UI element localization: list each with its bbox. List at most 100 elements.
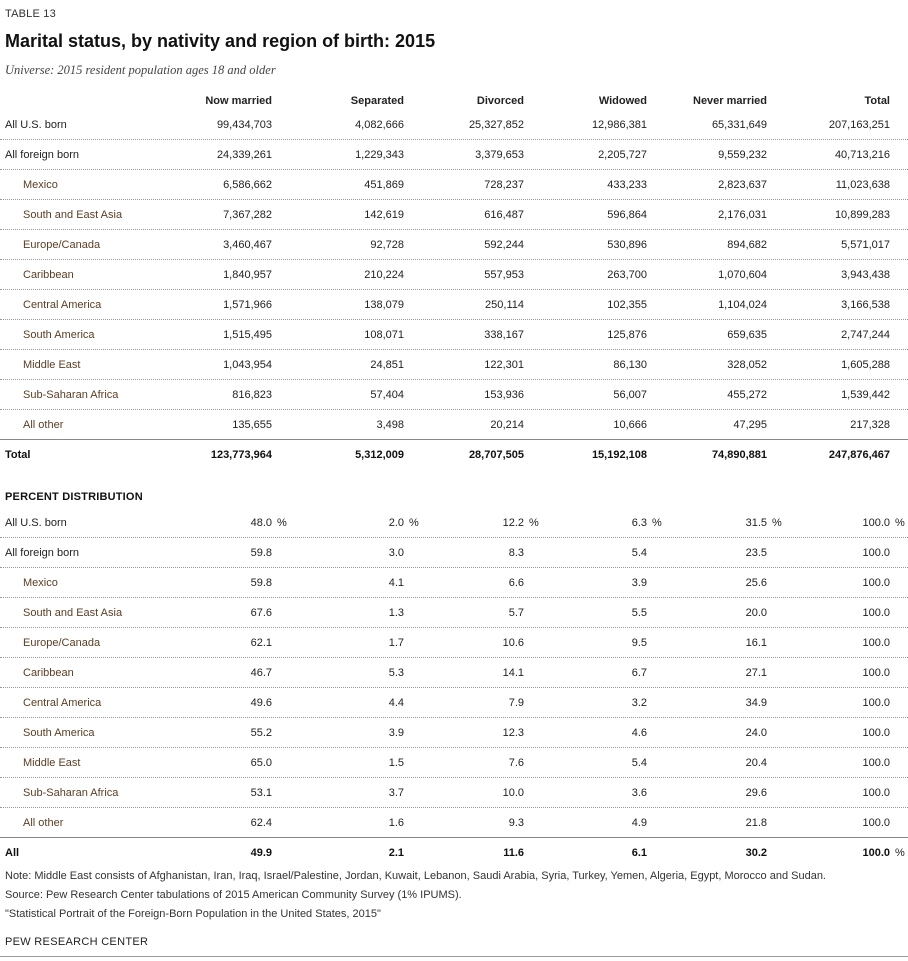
row-label: Caribbean <box>23 269 74 281</box>
cell-total: 5,571,017 <box>841 239 890 251</box>
cell-separated: 4.4 <box>388 697 404 709</box>
table-row: Total 123,773,964 5,312,009 28,707,505 15,19… <box>0 440 908 470</box>
cell-never-married: 20.0 <box>745 607 767 619</box>
table-row: Central America 49.6 4.4 7.9 3.2 34.9 100.0 <box>0 688 908 718</box>
cell-divorced: 153,936 <box>484 389 524 401</box>
cell-total: 10,899,283 <box>834 209 890 221</box>
table-row: Middle East 65.0 1.5 7.6 5.4 20.4 100.0 <box>0 748 908 778</box>
cell-divorced: 728,237 <box>484 179 524 191</box>
table-row: Central America 1,571,966 138,079 250,114 10… <box>0 290 908 320</box>
cell-widowed: 125,876 <box>607 329 647 341</box>
cell-never-married: 47,295 <box>733 419 767 431</box>
cell-never-married: 27.1 <box>745 667 767 679</box>
cell-never-married: 34.9 <box>745 697 767 709</box>
cell-total: 100.0 <box>862 637 890 649</box>
cell-total: 217,328 <box>850 419 890 431</box>
cell-separated: 2.1 <box>388 847 404 859</box>
cell-total: 100.0 <box>862 607 890 619</box>
table-row: Mexico 59.8 4.1 6.6 3.9 25.6 100.0 <box>0 568 908 598</box>
cell-total: 3,166,538 <box>841 299 890 311</box>
cell-never-married: 659,635 <box>727 329 767 341</box>
cell-never-married: 24.0 <box>745 727 767 739</box>
table-row: Sub-Saharan Africa 816,823 57,404 153,936 56… <box>0 380 908 410</box>
cell-separated: 210,224 <box>364 269 404 281</box>
row-label: Europe/Canada <box>23 239 101 251</box>
cell-total: 100.0 <box>862 787 890 799</box>
cell-total: 11,023,638 <box>835 179 890 191</box>
cell-now-married: 99,434,703 <box>216 119 272 131</box>
cell-divorced: 8.3 <box>508 547 524 559</box>
cell-separated: 1.3 <box>388 607 404 619</box>
cell-total: 100.0 <box>862 697 890 709</box>
cell-divorced: 11.6 <box>503 847 524 859</box>
row-label: Central America <box>23 299 102 311</box>
cell-never-married: 20.4 <box>745 757 767 769</box>
table-row: All other 135,655 3,498 20,214 10,666 47,295 2… <box>0 410 908 440</box>
cell-separated: 451,869 <box>364 179 404 191</box>
cell-never-married: 455,272 <box>727 389 767 401</box>
row-label: All foreign born <box>5 149 79 161</box>
cell-widowed: 86,130 <box>613 359 647 371</box>
cell-now-married: 1,571,966 <box>223 299 272 311</box>
cell-total: 100.0 <box>862 847 890 859</box>
cell-total: 3,943,438 <box>841 269 890 281</box>
cell-divorced: 122,301 <box>484 359 524 371</box>
percent-sign: % <box>409 517 419 529</box>
cell-never-married: 21.8 <box>745 817 767 829</box>
cell-separated: 4.1 <box>388 577 404 589</box>
cell-now-married: 65.0 <box>250 757 272 769</box>
row-label: Sub-Saharan Africa <box>23 787 119 799</box>
cell-divorced: 20,214 <box>490 419 524 431</box>
report-title-line: "Statistical Portrait of the Foreign-Bor… <box>5 908 381 920</box>
table-row: Caribbean 46.7 5.3 14.1 6.7 27.1 100.0 <box>0 658 908 688</box>
row-label: Total <box>5 449 31 461</box>
percent-sign: % <box>277 517 287 529</box>
cell-separated: 5.3 <box>388 667 404 679</box>
cell-widowed: 263,700 <box>607 269 647 281</box>
table-row: All foreign born 59.8 3.0 8.3 5.4 23.5 100.0 <box>0 538 908 568</box>
cell-total: 100.0 <box>862 757 890 769</box>
cell-widowed: 3.2 <box>631 697 647 709</box>
cell-widowed: 433,233 <box>607 179 647 191</box>
row-label: South America <box>23 727 95 739</box>
row-label: Middle East <box>23 359 81 371</box>
cell-never-married: 328,052 <box>727 359 767 371</box>
cell-divorced: 338,167 <box>484 329 524 341</box>
cell-divorced: 592,244 <box>484 239 524 251</box>
row-label: All other <box>23 817 64 829</box>
cell-total: 100.0 <box>862 577 890 589</box>
row-label: All foreign born <box>5 547 79 559</box>
cell-separated: 92,728 <box>370 239 404 251</box>
percent-sign: % <box>895 517 905 529</box>
cell-total: 100.0 <box>862 727 890 739</box>
cell-now-married: 62.4 <box>250 817 272 829</box>
brand-name: PEW RESEARCH CENTER <box>5 936 149 948</box>
table-row: South America 55.2 3.9 12.3 4.6 24.0 100.0 <box>0 718 908 748</box>
cell-total: 100.0 <box>862 547 890 559</box>
table-number: TABLE 13 <box>5 8 56 20</box>
cell-divorced: 5.7 <box>508 607 524 619</box>
cell-never-married: 16.1 <box>745 637 767 649</box>
cell-never-married: 29.6 <box>745 787 767 799</box>
cell-widowed: 2,205,727 <box>598 149 647 161</box>
cell-never-married: 23.5 <box>745 547 767 559</box>
cell-widowed: 5.5 <box>631 607 647 619</box>
cell-never-married: 30.2 <box>745 847 767 859</box>
cell-divorced: 6.6 <box>508 577 524 589</box>
cell-widowed: 5.4 <box>631 547 647 559</box>
cell-now-married: 135,655 <box>232 419 272 431</box>
table-row: South America 1,515,495 108,071 338,167 125,… <box>0 320 908 350</box>
cell-now-married: 67.6 <box>250 607 272 619</box>
cell-widowed: 6.1 <box>631 847 647 859</box>
cell-widowed: 3.9 <box>631 577 647 589</box>
column-header-now-married: Now married <box>205 95 272 107</box>
cell-never-married: 2,823,637 <box>718 179 767 191</box>
column-header-widowed: Widowed <box>598 95 647 107</box>
cell-total: 1,539,442 <box>841 389 890 401</box>
table-row: Europe/Canada 62.1 1.7 10.6 9.5 16.1 100.0 <box>0 628 908 658</box>
cell-widowed: 9.5 <box>631 637 647 649</box>
cell-separated: 57,404 <box>370 389 404 401</box>
cell-separated: 1.6 <box>388 817 404 829</box>
cell-widowed: 12,986,381 <box>591 119 647 131</box>
cell-never-married: 2,176,031 <box>718 209 767 221</box>
